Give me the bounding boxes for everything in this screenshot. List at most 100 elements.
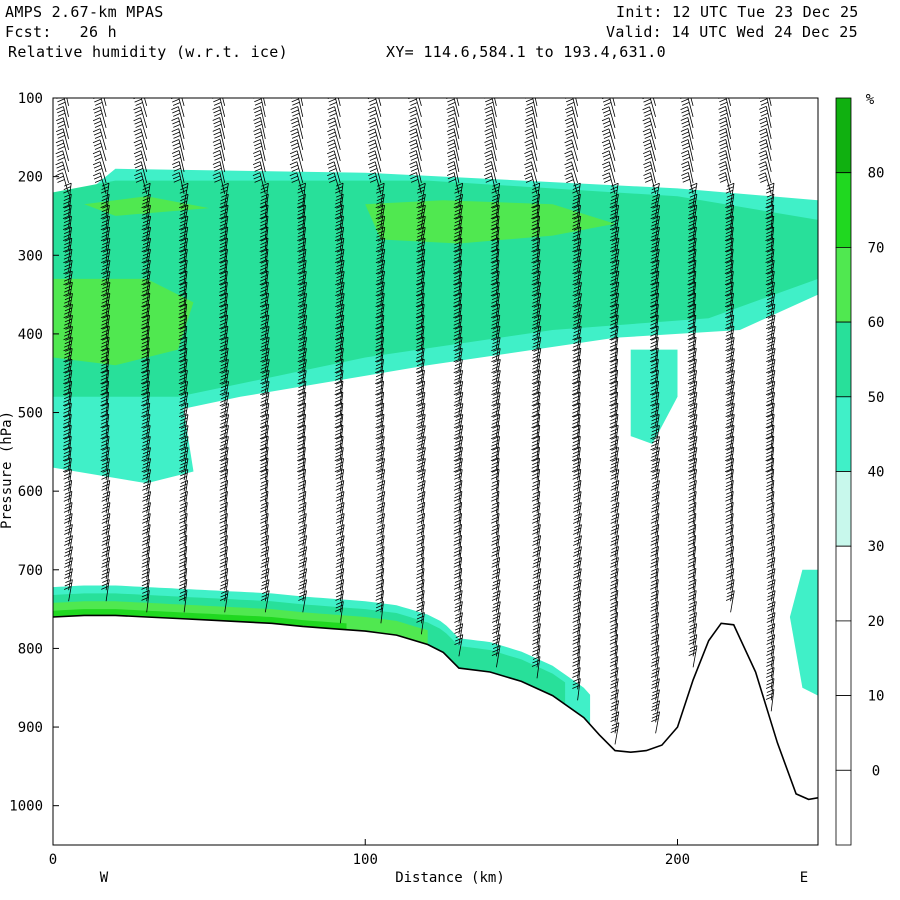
- init-time: Init: 12 UTC Tue 23 Dec 25: [616, 3, 859, 21]
- wind-barb: [687, 381, 698, 404]
- wind-barb: [524, 139, 538, 161]
- wind-barb: [260, 590, 270, 613]
- wind-barb: [524, 150, 538, 173]
- wind-barb: [766, 524, 775, 547]
- wind-barb: [133, 98, 148, 118]
- wind-barb: [334, 347, 344, 371]
- wind-barb: [327, 106, 341, 129]
- wind-barb: [219, 303, 228, 327]
- wind-barb: [609, 601, 619, 624]
- wind-barb: [416, 259, 426, 283]
- wind-barb: [765, 193, 775, 216]
- wind-barb: [651, 700, 660, 723]
- wind-barb: [532, 535, 541, 558]
- wind-barb: [491, 490, 500, 514]
- wind-barb: [491, 623, 501, 646]
- wind-barb: [453, 414, 464, 437]
- wind-barb: [141, 248, 151, 272]
- wind-barb: [297, 513, 307, 536]
- wind-barb: [62, 457, 72, 481]
- wind-barb: [651, 182, 660, 205]
- wind-barb: [531, 391, 541, 415]
- wind-barb: [297, 435, 306, 459]
- wind-barb: [172, 161, 185, 183]
- wind-barb: [93, 172, 107, 195]
- wind-barb: [531, 259, 541, 283]
- wind-barb: [531, 204, 540, 228]
- wind-barb: [650, 535, 660, 558]
- wind-barb: [334, 325, 345, 349]
- wind-barb: [651, 678, 660, 701]
- wind-barb: [219, 491, 228, 514]
- wind-barb: [62, 193, 72, 216]
- wind-barb: [178, 270, 188, 294]
- wind-barb: [453, 259, 463, 283]
- wind-barb: [335, 491, 345, 514]
- wind-barb: [335, 601, 344, 624]
- wind-barb: [609, 314, 619, 338]
- wind-barb: [690, 98, 694, 107]
- wind-barb: [416, 458, 426, 481]
- wind-barb: [415, 380, 426, 404]
- wind-barb: [290, 139, 304, 162]
- wind-barb: [650, 193, 660, 216]
- wind-barb: [100, 447, 110, 470]
- wind-barb: [446, 139, 460, 161]
- wind-barb-column: [133, 98, 151, 613]
- wind-barb: [652, 98, 656, 107]
- wind-barb: [367, 106, 382, 129]
- wind-barb: [212, 98, 226, 117]
- wind-barb: [219, 590, 229, 613]
- wind-barb: [92, 150, 107, 173]
- wind-barb: [650, 557, 659, 580]
- wind-barb: [409, 161, 422, 183]
- wind-barb: [376, 513, 385, 536]
- wind-barb: [768, 98, 772, 106]
- wind-barb: [531, 359, 542, 382]
- wind-barb: [300, 98, 304, 106]
- wind-barb: [572, 502, 582, 525]
- wind-barb: [453, 381, 464, 404]
- wind-barb: [63, 226, 72, 250]
- wind-barb: [297, 502, 307, 525]
- wind-barb: [572, 480, 582, 503]
- wind-barb: [725, 414, 735, 437]
- wind-barb: [609, 204, 619, 228]
- wind-barb: [680, 98, 694, 118]
- wind-barb: [133, 117, 148, 140]
- wind-barb: [650, 425, 660, 448]
- wind-barb: [572, 336, 582, 360]
- wind-barb-column: [212, 98, 230, 613]
- wind-barb: [178, 568, 188, 591]
- wind-barb: [101, 524, 111, 547]
- colorbar-box: [835, 695, 852, 771]
- wind-barb: [416, 414, 426, 437]
- wind-barb: [56, 106, 69, 128]
- colorbar-label: 20: [868, 614, 885, 630]
- wind-barb: [178, 381, 188, 404]
- wind-barb: [334, 391, 344, 415]
- wind-barb: [572, 590, 582, 613]
- wind-barb: [454, 623, 464, 646]
- wind-barb: [55, 139, 69, 162]
- wind-barb: [610, 722, 620, 745]
- wind-barb: [609, 303, 619, 327]
- wind-barb: [610, 469, 620, 492]
- wind-barb: [335, 524, 345, 547]
- wind-barb: [651, 480, 660, 503]
- wind-barb: [765, 491, 775, 514]
- wind-barb: [334, 424, 344, 448]
- wind-barb: [335, 259, 345, 283]
- wind-barb: [531, 645, 541, 668]
- wind-barb: [375, 590, 384, 613]
- wind-barb: [179, 480, 189, 503]
- wind-barb: [63, 358, 73, 382]
- wind-barb: [179, 436, 189, 459]
- wind-barb: [609, 336, 619, 360]
- wind-barb: [178, 226, 189, 250]
- wind-barb: [376, 469, 386, 492]
- wind-barb: [601, 117, 616, 140]
- wind-barb: [453, 204, 463, 228]
- wind-barb: [178, 524, 188, 547]
- wind-barb: [572, 491, 582, 514]
